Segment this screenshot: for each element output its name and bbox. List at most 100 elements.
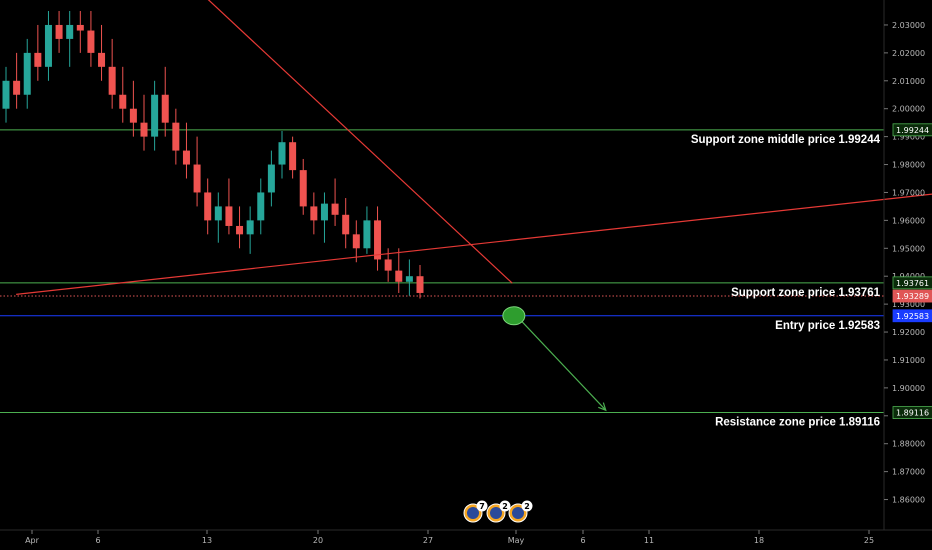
price-tag-box — [892, 289, 932, 303]
price-tag-text: 1.93761 — [896, 279, 929, 288]
time-axis-tick-label: 20 — [313, 536, 323, 545]
projection-arrow-head — [598, 402, 607, 412]
candle-body — [204, 192, 212, 221]
time-axis-tick-label: 6 — [95, 536, 100, 545]
candle — [363, 206, 371, 254]
candle — [23, 38, 31, 109]
price-axis-tick-label: 2.02000 — [892, 49, 925, 58]
price-axis-tick-label: 2.00000 — [892, 105, 925, 114]
candle — [87, 11, 95, 67]
price-tag-box — [892, 123, 932, 137]
candle-body — [278, 142, 286, 165]
price-tag-text: 1.93289 — [896, 292, 929, 301]
candle-body — [331, 203, 339, 215]
candle-body — [23, 52, 31, 95]
candle-body — [13, 80, 21, 95]
support-middle-label: Support zone middle price 1.99244 — [691, 134, 881, 146]
candle-body — [384, 259, 392, 271]
candle — [2, 66, 10, 123]
time-axis-tick-label: 25 — [864, 536, 874, 545]
candle — [76, 11, 84, 53]
candle — [182, 122, 190, 179]
candle-body — [246, 220, 254, 235]
flag-icon-inner — [490, 507, 502, 519]
candle — [405, 259, 413, 296]
candle — [320, 192, 328, 243]
candle — [44, 11, 52, 81]
candle — [246, 206, 254, 254]
resistance-price-tag: 1.89116 — [892, 406, 932, 419]
candle — [310, 192, 318, 235]
candle-body — [151, 94, 159, 137]
candle — [395, 248, 403, 293]
event-badge[interactable]: 7 — [463, 500, 488, 523]
candle — [278, 131, 286, 179]
candle — [352, 220, 360, 263]
price-axis[interactable]: 1.860001.870001.880001.890001.900001.910… — [883, 0, 925, 530]
trendlines — [16, 0, 932, 295]
time-axis-tick-label: 18 — [754, 536, 764, 545]
event-badge[interactable]: 2 — [486, 500, 511, 523]
candle-body — [267, 164, 275, 193]
event-badges[interactable]: 7 2 2 — [463, 500, 533, 523]
event-count-bubble — [499, 500, 511, 512]
price-axis-tick-label: 1.95000 — [892, 244, 925, 253]
event-count: 2 — [502, 502, 508, 511]
candle-body — [299, 170, 307, 207]
time-axis[interactable]: Apr 6 13 20 27 May 6 11 18 25 — [0, 529, 932, 545]
support-price-tag: 1.93761 — [892, 276, 932, 290]
candle-body — [257, 192, 265, 221]
candle-body — [87, 30, 95, 53]
candle-body — [395, 270, 403, 282]
current-price-tag: 1.93289 — [892, 289, 932, 303]
candle-body — [342, 214, 350, 235]
event-badge[interactable]: 2 — [508, 500, 533, 523]
candle — [193, 136, 201, 207]
price-tag-box — [892, 406, 932, 419]
candle-body — [76, 24, 84, 31]
level-labels: Support zone middle price 1.99244 Support… — [691, 134, 881, 429]
candle-body — [2, 80, 10, 109]
price-axis-tick-label: 1.93000 — [892, 300, 925, 309]
price-tag-box — [892, 309, 932, 323]
price-axis-tick-label: 1.97000 — [892, 188, 925, 197]
price-axis-tick-label: 1.99000 — [892, 133, 925, 142]
candle — [289, 136, 297, 179]
support-label: Support zone price 1.93761 — [731, 287, 881, 299]
candle — [342, 198, 350, 249]
candle-body — [405, 276, 413, 282]
candle — [225, 178, 233, 235]
candle — [374, 206, 382, 271]
price-axis-tick-label: 1.91000 — [892, 356, 925, 365]
candle — [55, 11, 63, 53]
price-tag-text: 1.89116 — [896, 409, 929, 418]
price-tag-text: 1.92583 — [896, 312, 929, 321]
price-axis-tick-label: 1.87000 — [892, 468, 925, 477]
candle-body — [289, 142, 297, 171]
candle-body — [352, 234, 360, 249]
candle — [416, 265, 424, 299]
projection-arrow-line — [518, 317, 607, 411]
candle-body — [140, 122, 148, 137]
candle — [214, 192, 222, 243]
price-axis-tick-label: 1.92000 — [892, 328, 925, 337]
candle — [108, 38, 116, 109]
price-axis-tick-label: 2.03000 — [892, 21, 925, 30]
candle — [331, 178, 339, 226]
candle-body — [416, 276, 424, 293]
event-count: 2 — [524, 502, 530, 511]
candle — [98, 24, 106, 81]
event-count-bubble — [476, 500, 488, 512]
candle — [66, 11, 74, 67]
candles — [2, 11, 424, 299]
candle — [34, 24, 42, 81]
candle-body — [119, 94, 127, 109]
event-count: 7 — [479, 502, 485, 511]
candle — [129, 80, 137, 137]
candle-body — [108, 66, 116, 95]
candle — [172, 108, 180, 165]
candle — [267, 150, 275, 207]
price-axis-tick-label: 1.90000 — [892, 384, 925, 393]
price-axis-tick-label: 1.88000 — [892, 440, 925, 449]
